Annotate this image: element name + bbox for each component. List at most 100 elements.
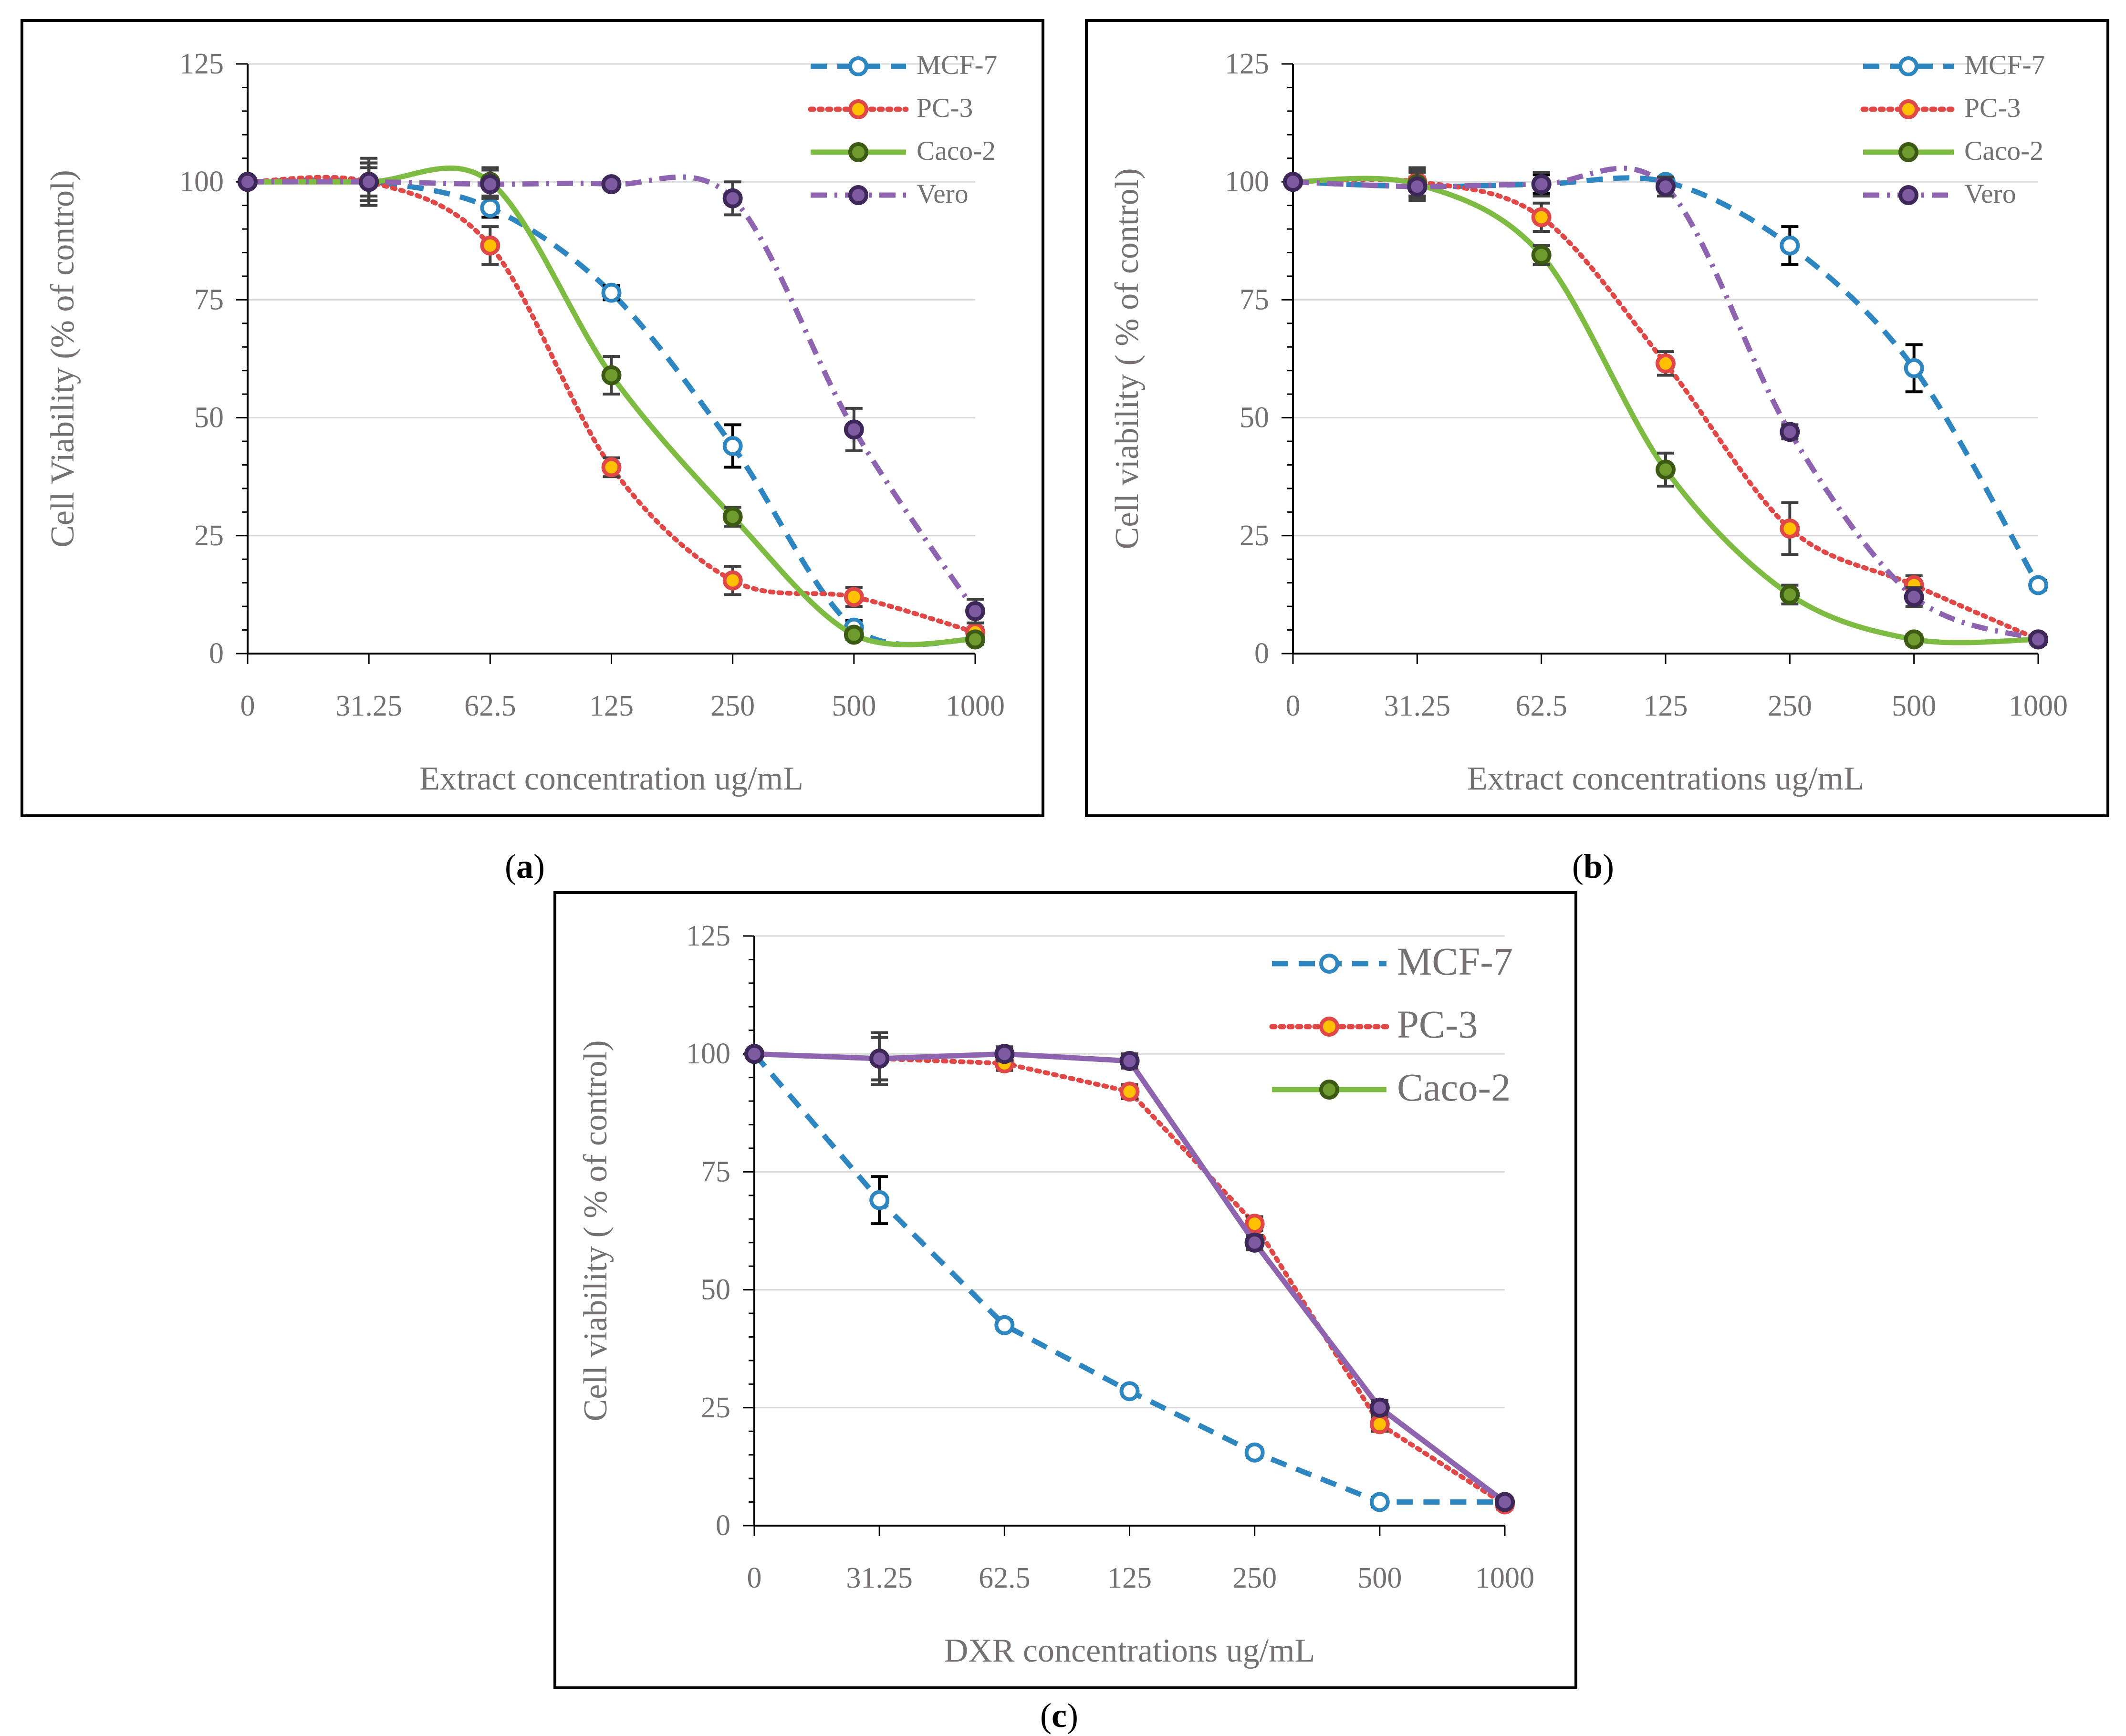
point-vero-1 [359,172,379,192]
series-caco-2 [1283,168,2048,650]
y-tick-label: 0 [209,637,224,670]
chart-c: 0 25 50 75 100 125 0 31.25 62.5 125 250 500 1000 DXR … [577,920,1534,1669]
legend-item-vero: Vero [811,179,969,209]
legend-marker-mcf-7 [1319,954,1339,974]
y-tick-label: 25 [194,520,224,552]
legend-label-pc-3: PC-3 [917,93,973,123]
point-pc-3-2 [1531,207,1552,228]
legend-item-caco-2: Caco-2 [1272,1065,1511,1109]
series-vero [238,156,985,624]
y-ticks: 0 25 50 75 100 125 [1225,48,1293,670]
x-tick-label: 125 [589,690,634,722]
legend: MCF-7 PC-3 Caco-2 [1269,939,1513,1109]
x-tick-label: 0 [1286,690,1301,722]
legend-label-mcf-7: MCF-7 [1397,939,1513,983]
series-line-mcf-7 [1292,175,2041,587]
legend-label-mcf-7: MCF-7 [917,50,997,80]
point-vero-6 [965,601,985,622]
point-series-3-6 [1495,1492,1515,1512]
point-pc-3-2 [480,235,500,256]
point-series-3-3 [1119,1051,1140,1071]
point-mcf-7-5 [1369,1492,1390,1512]
point-series-3-1 [869,1049,890,1069]
series-line-mcf-7 [752,1052,1505,1505]
point-caco-2-3 [1656,459,1676,480]
series-pc-3 [1283,166,2048,650]
legend-marker-caco-2 [1898,142,1918,162]
x-axis-title: Extract concentration ug/mL [419,760,803,797]
x-tick-label: 31.25 [1384,690,1451,722]
chart-panel-c: 0 25 50 75 100 125 0 31.25 62.5 125 250 500 1000 DXR … [553,891,1577,1689]
y-tick-label: 75 [701,1155,730,1188]
point-vero-4 [722,188,743,208]
x-tick-label: 0 [240,690,255,722]
caption-c: (c) [1040,1696,1078,1735]
point-caco-2-3 [601,365,622,385]
x-tick-label: 500 [1892,690,1936,722]
point-series-3-2 [994,1044,1015,1064]
y-tick-label: 125 [1225,48,1269,80]
point-vero-5 [1904,587,1924,607]
legend-label-mcf-7: MCF-7 [1964,50,2045,80]
y-axis-title: Cell viability ( % of control) [1109,168,1146,550]
x-tick-label: 62.5 [979,1562,1031,1594]
legend-marker-mcf-7 [848,56,868,76]
x-ticks: 0 31.25 62.5 125 250 500 1000 [1286,654,2068,722]
point-pc-3-4 [1244,1214,1265,1234]
point-caco-2-2 [1531,245,1552,265]
legend-marker-caco-2 [848,142,868,162]
y-tick-label: 25 [1240,520,1269,552]
legend-label-caco-2: Caco-2 [1964,136,2043,166]
legend-item-mcf-7: MCF-7 [1863,50,2045,80]
point-mcf-7-2 [994,1315,1015,1335]
y-tick-label: 100 [686,1038,730,1070]
legend-marker-vero [1898,185,1918,205]
point-pc-3-4 [722,570,743,591]
x-ticks: 0 31.25 62.5 125 250 500 1000 [240,654,1005,722]
series-line-mcf-7 [247,177,976,647]
x-tick-label: 31.25 [335,690,402,722]
gridlines [754,935,1505,1409]
chart-panel-a: 0 25 50 75 100 125 0 31.25 62.5 125 250 500 1000 Extr… [21,19,1044,817]
series-line-vero [1292,166,2039,642]
chart-b: 0 25 50 75 100 125 0 31.25 62.5 125 250 500 1000 Extr… [1109,48,2068,797]
y-axis-title: Cell viability ( % of control) [577,1040,614,1422]
point-mcf-7-3 [601,282,622,303]
point-mcf-7-4 [1244,1442,1265,1463]
point-caco-2-4 [1780,584,1800,605]
caption-c-letter: c [1051,1696,1067,1735]
point-vero-1 [1407,177,1428,197]
y-tick-label: 50 [701,1274,730,1306]
y-tick-label: 0 [716,1509,730,1542]
point-series-3-0 [744,1044,764,1064]
point-mcf-7-4 [722,436,743,456]
legend-label-caco-2: Caco-2 [1397,1065,1511,1109]
point-pc-3-5 [1369,1414,1390,1435]
caption-a-letter: a [516,847,533,885]
legend-item-pc-3: PC-3 [808,93,973,123]
legend-label-caco-2: Caco-2 [917,136,996,166]
y-tick-label: 0 [1254,637,1269,670]
x-tick-label: 0 [747,1562,762,1594]
legend-label-vero: Vero [917,179,969,209]
point-vero-2 [480,174,500,195]
point-vero-0 [238,172,258,192]
x-tick-label: 1000 [2009,690,2068,722]
legend: MCF-7 PC-3 Caco-2 Vero [808,50,997,209]
point-pc-3-5 [844,587,864,607]
point-mcf-7-1 [869,1190,890,1210]
series-line-caco-2 [248,165,976,647]
point-pc-3-3 [1119,1081,1140,1102]
point-vero-0 [1283,172,1303,192]
legend-label-pc-3: PC-3 [1397,1002,1478,1046]
legend-marker-vero [848,185,868,205]
point-caco-2-5 [1904,629,1924,650]
series-series-3 [744,1036,1515,1512]
x-tick-label: 250 [710,690,755,722]
chart-panel-b: 0 25 50 75 100 125 0 31.25 62.5 125 250 500 1000 Extr… [1085,19,2109,817]
series-line-series-3 [754,1051,1507,1504]
point-pc-3-3 [1656,353,1676,374]
y-tick-label: 125 [686,920,730,952]
x-tick-label: 500 [1357,1562,1402,1594]
legend-item-vero: Vero [1863,179,2016,209]
